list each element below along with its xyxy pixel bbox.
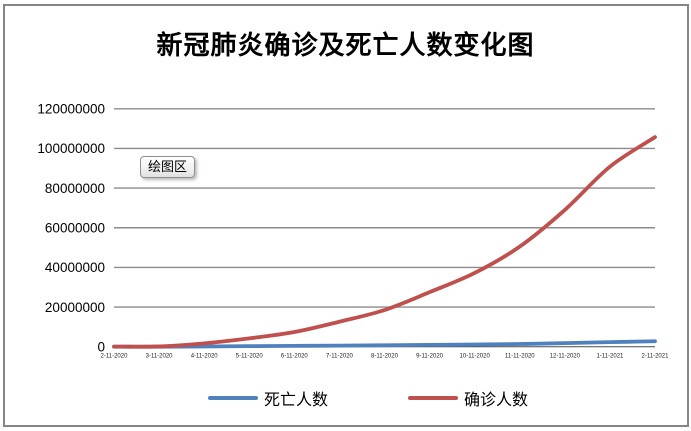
y-axis-tick-label: 40000000	[45, 260, 105, 275]
legend-label-deaths: 死亡人数	[264, 390, 329, 409]
x-axis-tick-label: 7-11-2020	[326, 354, 354, 360]
y-axis-tick-label: 60000000	[45, 220, 105, 235]
y-axis-tick-label: 120000000	[37, 102, 105, 117]
legend-item-confirmed[interactable]: 确诊人数	[408, 389, 529, 409]
y-axis-tick-label: 80000000	[45, 181, 105, 196]
x-axis-tick-label: 10-11-2020	[460, 354, 491, 360]
chart-title: 新冠肺炎确诊及死亡人数变化图	[156, 31, 535, 61]
x-axis-tick-label: 2-11-2020	[101, 354, 129, 360]
x-axis-tick-label: 3-11-2020	[146, 354, 174, 360]
x-axis-tick-label: 12-11-2020	[550, 354, 581, 360]
x-axis-tick-label: 5-11-2020	[236, 354, 264, 360]
y-axis-tick-label: 100000000	[37, 141, 105, 156]
deaths-line[interactable]	[112, 339, 657, 349]
legend-item-deaths[interactable]: 死亡人数	[208, 389, 329, 409]
plot-area-tooltip: 绘图区	[140, 156, 196, 178]
confirmed-line[interactable]	[112, 135, 657, 349]
x-axis-tick-label: 9-11-2020	[416, 354, 444, 360]
x-axis-tick-label: 8-11-2020	[371, 354, 399, 360]
x-axis-tick-label: 1-11-2021	[596, 354, 624, 360]
y-axis-tick-label: 0	[97, 339, 105, 354]
legend-label-confirmed: 确诊人数	[464, 390, 529, 409]
deaths-line-swatch	[208, 396, 258, 400]
x-axis-tick-label: 11-11-2020	[505, 354, 535, 360]
x-axis-tick-label: 4-11-2020	[191, 354, 219, 360]
y-axis-tick-label: 20000000	[45, 300, 105, 315]
x-axis-tick-label: 6-11-2020	[281, 354, 309, 360]
x-axis-tick-label: 2-11-2021	[642, 354, 670, 360]
confirmed-line-swatch	[408, 396, 458, 400]
chart-border	[3, 4, 689, 427]
